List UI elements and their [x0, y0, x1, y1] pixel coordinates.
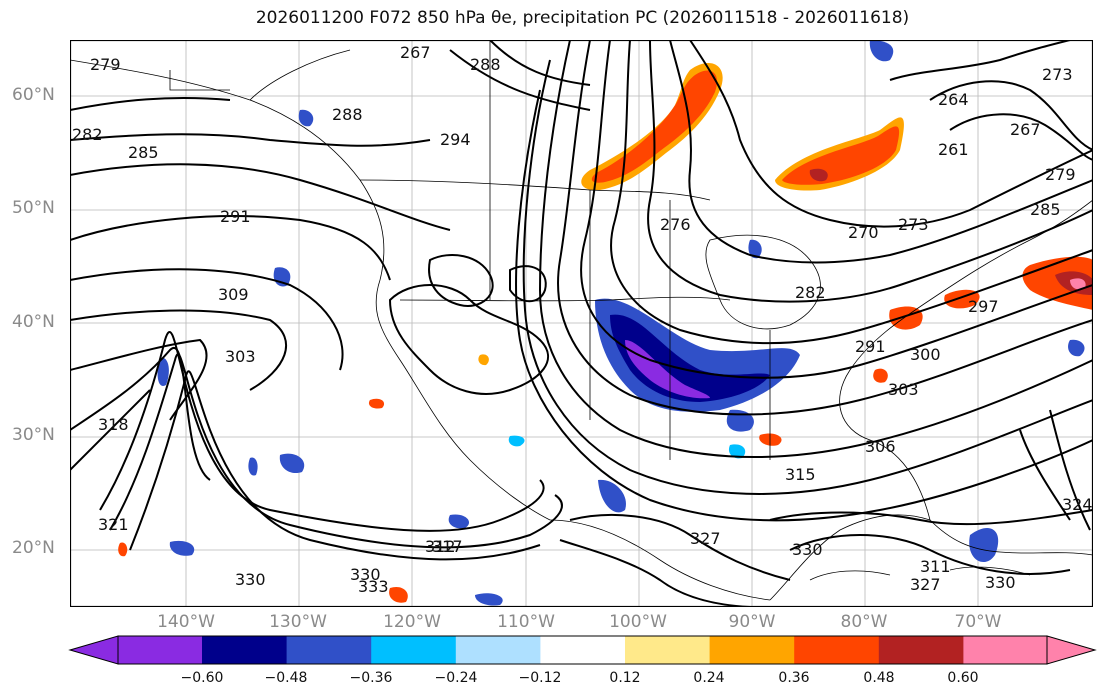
colorbar-tick: 0.36 [778, 670, 810, 686]
contour-label: 306 [865, 437, 896, 456]
colorbar-cell [455, 636, 541, 664]
colorbar-cell [286, 636, 372, 664]
contour-label: 288 [470, 55, 501, 74]
colorbar-tick: −0.36 [349, 670, 393, 686]
colorbar-cell [963, 636, 1047, 664]
lon-label-70w: 70°W [954, 612, 1002, 632]
lon-label-110w: 110°W [497, 612, 555, 632]
lat-label-50n: 50°N [12, 198, 55, 218]
lon-label-80w: 80°W [840, 612, 888, 632]
colorbar-cells [68, 635, 1097, 665]
graticule [70, 40, 1093, 607]
contour-label: 297 [968, 297, 999, 316]
lon-label-130w: 130°W [269, 612, 327, 632]
colorbar-cell [878, 636, 964, 664]
contour-label: 311 [920, 557, 951, 576]
map-background [70, 40, 1093, 607]
lon-label-100w: 100°W [609, 612, 667, 632]
colorbar-cell [709, 636, 795, 664]
contour-label: 285 [128, 143, 159, 162]
colorbar-cell [625, 636, 711, 664]
contour-label: 294 [440, 130, 471, 149]
colorbar-cell [794, 636, 880, 664]
contour-label: 273 [898, 215, 929, 234]
contour-label: 285 [1030, 200, 1061, 219]
contour-label: 315 [785, 465, 816, 484]
contour-label: 264 [938, 90, 969, 109]
precip-negative-shading [157, 40, 1085, 606]
lon-label-120w: 120°W [383, 612, 441, 632]
contour-label: 291 [220, 207, 251, 226]
contour-label: 291 [855, 337, 886, 356]
colorbar-tick: 0.12 [609, 670, 641, 686]
contour-label-layer: 279 267 288 285 282 288 294 291 309 303 … [72, 43, 1093, 596]
contour-label: 330 [792, 540, 823, 559]
colorbar-cell [540, 636, 626, 664]
colorbar-tick: 0.24 [693, 670, 725, 686]
contour-label: 282 [795, 283, 826, 302]
colorbar-extend-low [68, 635, 119, 665]
contour-label: 327 [690, 529, 721, 548]
contour-label: 303 [888, 380, 919, 399]
colorbar-cell [202, 636, 288, 664]
lat-label-20n: 20°N [12, 538, 55, 558]
colorbar-tick: 0.60 [947, 670, 979, 686]
contour-label: 330 [235, 570, 266, 589]
contour-label: 312 [425, 537, 456, 556]
colorbar-tick: 0.48 [863, 670, 895, 686]
contour-label: 270 [848, 223, 879, 242]
contour-label: 279 [90, 55, 121, 74]
colorbar-frame [117, 635, 1048, 665]
contour-label: 282 [72, 125, 103, 144]
contour-label: 267 [400, 43, 431, 62]
contour-label: 318 [98, 415, 129, 434]
contour-label: 288 [332, 105, 363, 124]
lon-label-90w: 90°W [728, 612, 776, 632]
colorbar-tick: −0.60 [180, 670, 224, 686]
contour-label: 261 [938, 140, 969, 159]
contour-label: 317 [432, 537, 463, 556]
colorbar-cell [371, 636, 457, 664]
colorbar-tick: −0.24 [434, 670, 478, 686]
colorbar-cell [118, 636, 202, 664]
theta-e-contours [70, 40, 1093, 607]
colorbar-tick: −0.48 [264, 670, 308, 686]
contour-label: 300 [910, 345, 941, 364]
coastlines [70, 40, 1093, 601]
lat-label-60n: 60°N [12, 85, 55, 105]
contour-label: 330 [985, 573, 1016, 592]
contour-label: 273 [1042, 65, 1073, 84]
contour-label: 324 [1062, 495, 1093, 514]
contour-label: 327 [910, 575, 941, 594]
contour-label: 279 [1045, 165, 1076, 184]
contour-label: 330 [350, 565, 381, 584]
contour-label: 267 [1010, 120, 1041, 139]
lat-label-30n: 30°N [12, 425, 55, 445]
map-panel: 279 267 288 285 282 288 294 291 309 303 … [70, 40, 1093, 607]
map-frame [70, 40, 1093, 607]
figure-title: 2026011200 F072 850 hPa θe, precipitatio… [255, 8, 910, 28]
contour-label: 321 [98, 515, 129, 534]
contour-label: 309 [218, 285, 249, 304]
contour-label: 303 [225, 347, 256, 366]
contour-label: 276 [660, 215, 691, 234]
colorbar-extend-high [1046, 635, 1097, 665]
contour-label: 333 [358, 577, 389, 596]
lat-label-40n: 40°N [12, 312, 55, 332]
colorbar-tick: −0.12 [518, 670, 562, 686]
lon-label-140w: 140°W [157, 612, 215, 632]
colorbar [68, 635, 1097, 665]
